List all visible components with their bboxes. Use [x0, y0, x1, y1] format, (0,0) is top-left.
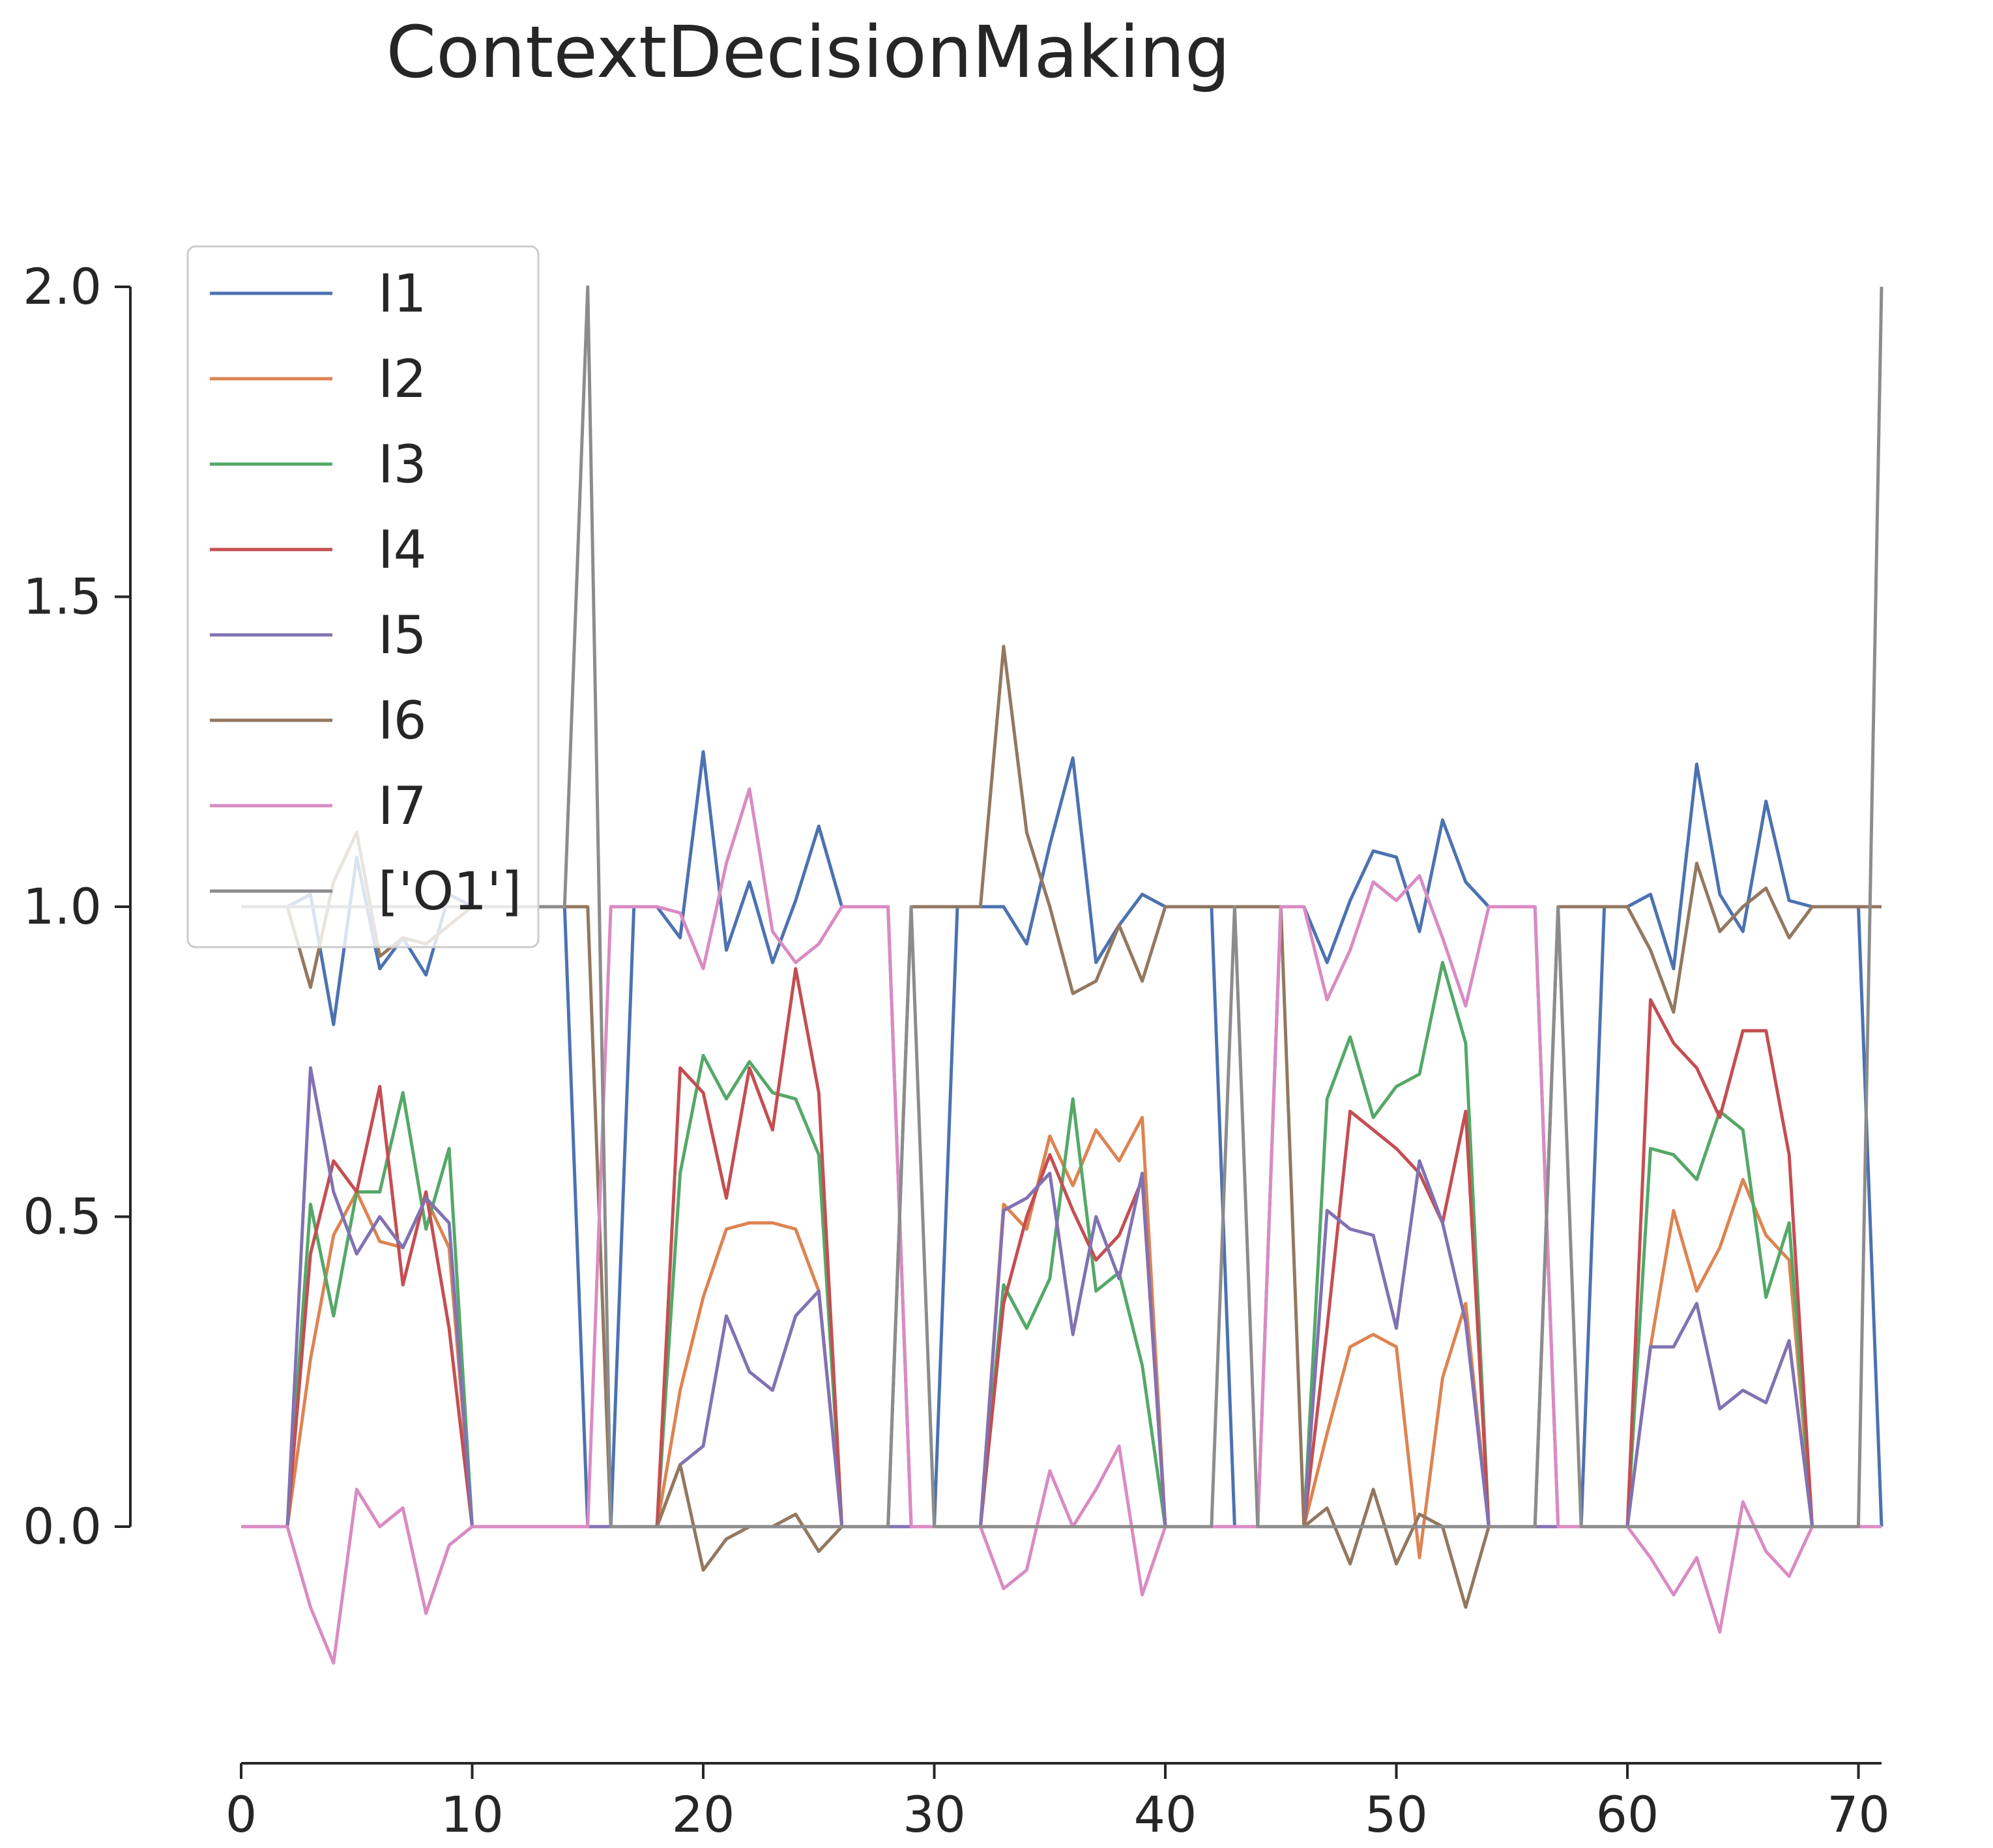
x-tick-label: 50	[1365, 1785, 1428, 1843]
legend-label: I6	[378, 690, 427, 751]
x-ticks: 0 10 20 30 40 50 60 70	[225, 1763, 1890, 1843]
legend-label: ['O1']	[378, 861, 521, 922]
x-tick-label: 30	[903, 1785, 966, 1843]
legend-label: I1	[378, 263, 427, 324]
series-line-4	[241, 1066, 1882, 1529]
legend-label: I3	[378, 434, 427, 495]
x-tick-label: 70	[1827, 1785, 1890, 1843]
x-tick-label: 60	[1596, 1785, 1659, 1843]
y-ticks: 0.0 0.5 1.0 1.5 2.0	[23, 257, 130, 1555]
legend-items: I1 I2 I3 I4 I5 I6 I7 ['O1']	[210, 263, 521, 922]
y-tick-label: 1.5	[23, 568, 102, 626]
chart-title: ContextDecisionMaking	[386, 10, 1230, 94]
x-tick-label: 0	[225, 1785, 257, 1843]
legend: I1 I2 I3 I4 I5 I6 I7 ['O1']	[186, 245, 540, 948]
legend-label: I2	[378, 349, 427, 409]
y-tick-label: 2.0	[23, 257, 102, 315]
x-tick-label: 40	[1134, 1785, 1197, 1843]
x-tick-label: 20	[672, 1785, 735, 1843]
y-tick-label: 0.5	[23, 1188, 102, 1246]
x-tick-label: 10	[441, 1785, 504, 1843]
legend-label: I4	[378, 520, 427, 580]
y-tick-label: 1.0	[23, 877, 102, 935]
y-tick-label: 0.0	[23, 1497, 102, 1555]
legend-frame	[186, 245, 540, 948]
legend-label: I7	[378, 776, 427, 836]
legend-label: I5	[378, 605, 427, 666]
